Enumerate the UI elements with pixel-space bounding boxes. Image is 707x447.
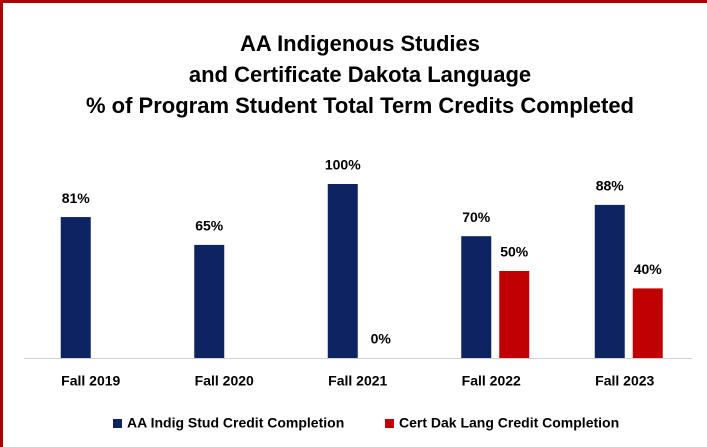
data-label: 50% [500,244,529,260]
chart-title: AA Indigenous Studies [240,31,480,56]
legend-swatch [113,419,122,428]
bar [594,204,625,358]
bar [499,271,530,358]
x-tick-label: Fall 2019 [61,373,120,389]
x-tick-label: Fall 2023 [595,373,654,389]
data-label: 100% [325,157,361,173]
data-label: 88% [596,178,625,194]
data-label: 65% [195,218,224,234]
x-tick-label: Fall 2021 [328,373,387,389]
data-label: 40% [634,261,663,277]
bar [60,217,91,358]
legend-label: AA Indig Stud Credit Completion [127,415,344,431]
chart-title: % of Program Student Total Term Credits … [86,93,634,118]
x-tick-label: Fall 2020 [195,373,254,389]
legend-label: Cert Dak Lang Credit Completion [399,415,619,431]
bar [194,244,225,358]
legend-swatch [385,419,394,428]
data-label: 81% [62,190,91,206]
data-label: 70% [462,209,491,225]
x-tick-label: Fall 2022 [462,373,521,389]
bar [461,236,492,358]
bar [632,288,663,358]
chart-title: and Certificate Dakota Language [189,62,531,87]
data-label: 0% [371,331,392,347]
bar [327,184,358,358]
